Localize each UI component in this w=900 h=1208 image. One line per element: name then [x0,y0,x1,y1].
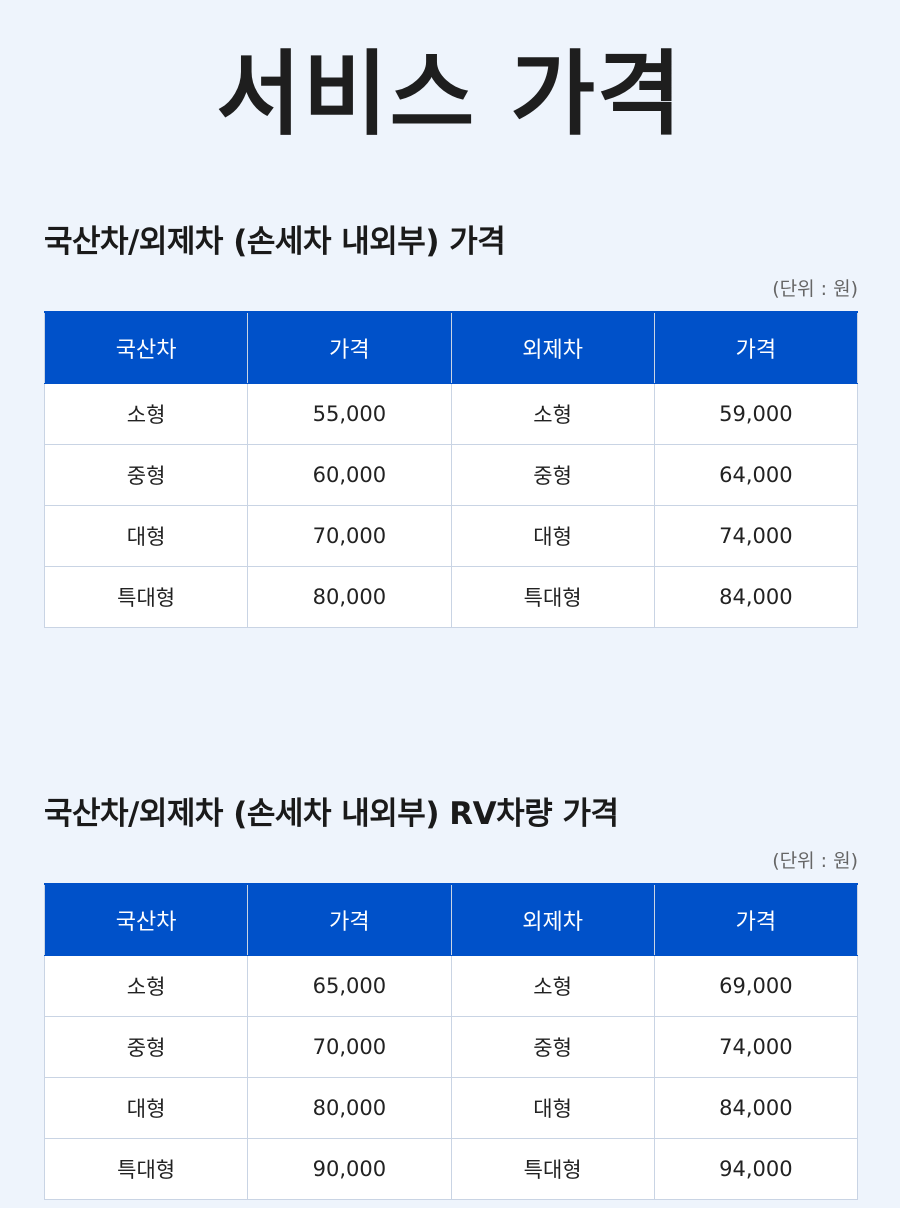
table-cell: 70,000 [247,505,452,567]
table-cell: 중형 [43,444,249,506]
table-cell: 55,000 [247,383,452,445]
table-cell: 중형 [43,1016,249,1078]
section-title: 국산차/외제차 (손세차 내외부) RV차량 가격 [44,796,619,832]
table-row: 중형 70,000 중형 74,000 [43,1016,859,1078]
table-cell: 80,000 [247,1077,452,1139]
table-cell: 소형 [43,383,249,445]
table-cell: 소형 [450,955,655,1017]
table-cell: 70,000 [247,1016,452,1078]
price-section-rv: 국산차/외제차 (손세차 내외부) RV차량 가격 (단위 : 원) 국산차 가… [43,794,859,1200]
table-row: 특대형 90,000 특대형 94,000 [43,1138,859,1200]
column-header: 가격 [247,883,452,956]
table-header-row: 국산차 가격 외제차 가격 [43,883,859,956]
table-cell: 특대형 [43,566,249,628]
table-row: 대형 70,000 대형 74,000 [43,505,859,567]
table-cell: 특대형 [450,1138,655,1200]
column-header: 외제차 [450,311,655,384]
table-row: 소형 55,000 소형 59,000 [43,383,859,445]
table-cell: 60,000 [247,444,452,506]
table-cell: 소형 [450,383,655,445]
table-cell: 84,000 [653,566,859,628]
unit-label: (단위 : 원) [772,278,858,300]
table-cell: 90,000 [247,1138,452,1200]
table-cell: 중형 [450,1016,655,1078]
table-cell: 특대형 [43,1138,249,1200]
price-table: 국산차 가격 외제차 가격 소형 65,000 소형 69,000 중형 70,… [43,883,859,1200]
table-cell: 65,000 [247,955,452,1017]
price-section-standard: 국산차/외제차 (손세차 내외부) 가격 (단위 : 원) 국산차 가격 외제차… [43,222,859,628]
column-header: 국산차 [43,883,249,956]
table-row: 중형 60,000 중형 64,000 [43,444,859,506]
table-cell: 94,000 [653,1138,859,1200]
table-cell: 소형 [43,955,249,1017]
table-row: 특대형 80,000 특대형 84,000 [43,566,859,628]
table-row: 소형 65,000 소형 69,000 [43,955,859,1017]
table-cell: 74,000 [653,505,859,567]
table-row: 대형 80,000 대형 84,000 [43,1077,859,1139]
table-cell: 80,000 [247,566,452,628]
column-header: 외제차 [450,883,655,956]
table-cell: 대형 [43,505,249,567]
table-cell: 대형 [450,1077,655,1139]
page-title: 서비스 가격 [216,41,684,148]
table-cell: 59,000 [653,383,859,445]
table-cell: 69,000 [653,955,859,1017]
column-header: 가격 [653,883,859,956]
table-cell: 64,000 [653,444,859,506]
table-header-row: 국산차 가격 외제차 가격 [43,311,859,384]
column-header: 가격 [653,311,859,384]
unit-label: (단위 : 원) [772,850,858,872]
table-cell: 84,000 [653,1077,859,1139]
column-header: 가격 [247,311,452,384]
table-cell: 대형 [43,1077,249,1139]
section-title: 국산차/외제차 (손세차 내외부) 가격 [44,224,506,260]
price-table: 국산차 가격 외제차 가격 소형 55,000 소형 59,000 중형 60,… [43,311,859,628]
table-cell: 중형 [450,444,655,506]
table-cell: 특대형 [450,566,655,628]
table-cell: 대형 [450,505,655,567]
column-header: 국산차 [43,311,249,384]
table-cell: 74,000 [653,1016,859,1078]
